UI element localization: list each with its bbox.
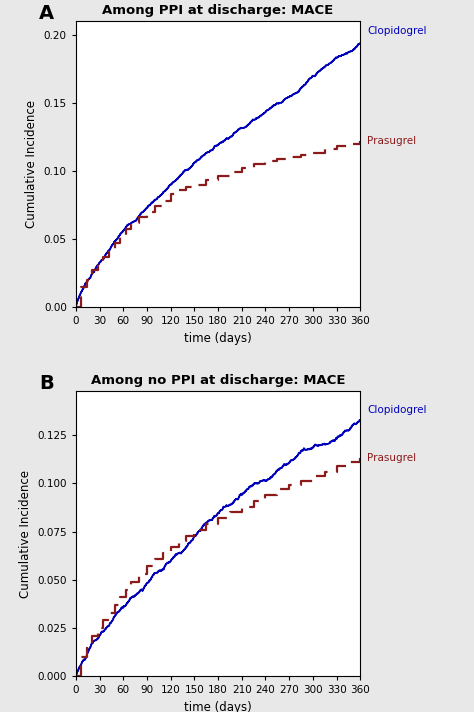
Text: Clopidogrel: Clopidogrel: [367, 405, 427, 415]
Text: Prasugrel: Prasugrel: [367, 136, 416, 146]
Title: Among no PPI at discharge: MACE: Among no PPI at discharge: MACE: [91, 374, 345, 387]
Y-axis label: Cumulative Incidence: Cumulative Incidence: [18, 470, 31, 597]
Title: Among PPI at discharge: MACE: Among PPI at discharge: MACE: [102, 4, 334, 17]
Text: Prasugrel: Prasugrel: [367, 454, 416, 464]
Text: Clopidogrel: Clopidogrel: [367, 26, 427, 36]
X-axis label: time (days): time (days): [184, 332, 252, 345]
X-axis label: time (days): time (days): [184, 701, 252, 712]
Text: B: B: [39, 374, 54, 392]
Y-axis label: Cumulative Incidence: Cumulative Incidence: [25, 100, 38, 228]
Text: A: A: [39, 4, 54, 23]
